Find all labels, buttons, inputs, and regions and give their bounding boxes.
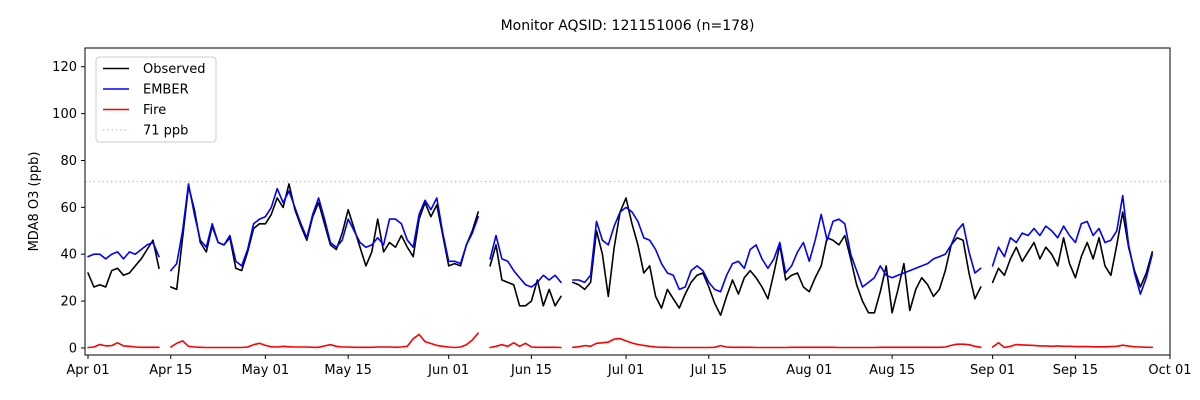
x-tick-label: May 01 — [242, 363, 290, 378]
plot-border — [84, 47, 1171, 356]
chart-title: Monitor AQSID: 121151006 (n=178) — [501, 18, 755, 34]
series-group — [87, 183, 1154, 349]
y-tick-label: 60 — [60, 201, 77, 216]
fire-line — [87, 332, 1154, 349]
legend-entry-ember: EMBER — [103, 83, 189, 98]
x-tick-label: Oct 01 — [1148, 363, 1191, 378]
y-tick-label: 20 — [60, 295, 77, 310]
x-axis: Apr 01 Apr 15 May 01 May 15 Jun 01 Jun 15 Jul … — [66, 355, 1192, 378]
y-tick-label: 80 — [60, 154, 77, 169]
legend-entry-71-ppb: 71 ppb — [103, 124, 188, 139]
legend-entry-observed: Observed — [103, 62, 206, 77]
ember-line — [87, 183, 1154, 295]
y-tick-label: 0 — [69, 341, 77, 356]
legend-label: EMBER — [143, 83, 189, 98]
y-axis-label: MDA8 O3 (ppb) — [27, 152, 42, 252]
x-tick-label: Aug 01 — [786, 363, 832, 378]
y-tick-label: 120 — [52, 60, 77, 75]
x-tick-label: Jul 15 — [690, 363, 727, 378]
legend-label: Fire — [143, 103, 166, 118]
legend-box — [95, 56, 217, 143]
y-tick-label: 40 — [60, 248, 77, 263]
x-tick-label: Jul 01 — [607, 363, 644, 378]
x-tick-label: Sep 01 — [970, 363, 1015, 378]
legend: Observed EMBER Fire 71 ppb — [95, 56, 217, 143]
legend-entry-fire: Fire — [103, 103, 166, 118]
y-axis: 0 20 40 60 80 100 120 — [52, 60, 85, 356]
x-tick-label: Apr 01 — [66, 363, 109, 378]
x-tick-label: Aug 15 — [869, 363, 915, 378]
x-tick-label: Apr 15 — [149, 363, 192, 378]
x-tick-label: Sep 15 — [1053, 363, 1098, 378]
legend-label: 71 ppb — [143, 124, 188, 139]
x-tick-label: Jun 01 — [427, 363, 469, 378]
observed-line — [87, 183, 1154, 316]
legend-label: Observed — [143, 62, 206, 77]
x-tick-label: May 15 — [324, 363, 372, 378]
x-tick-label: Jun 15 — [510, 363, 552, 378]
y-tick-label: 100 — [52, 107, 77, 122]
